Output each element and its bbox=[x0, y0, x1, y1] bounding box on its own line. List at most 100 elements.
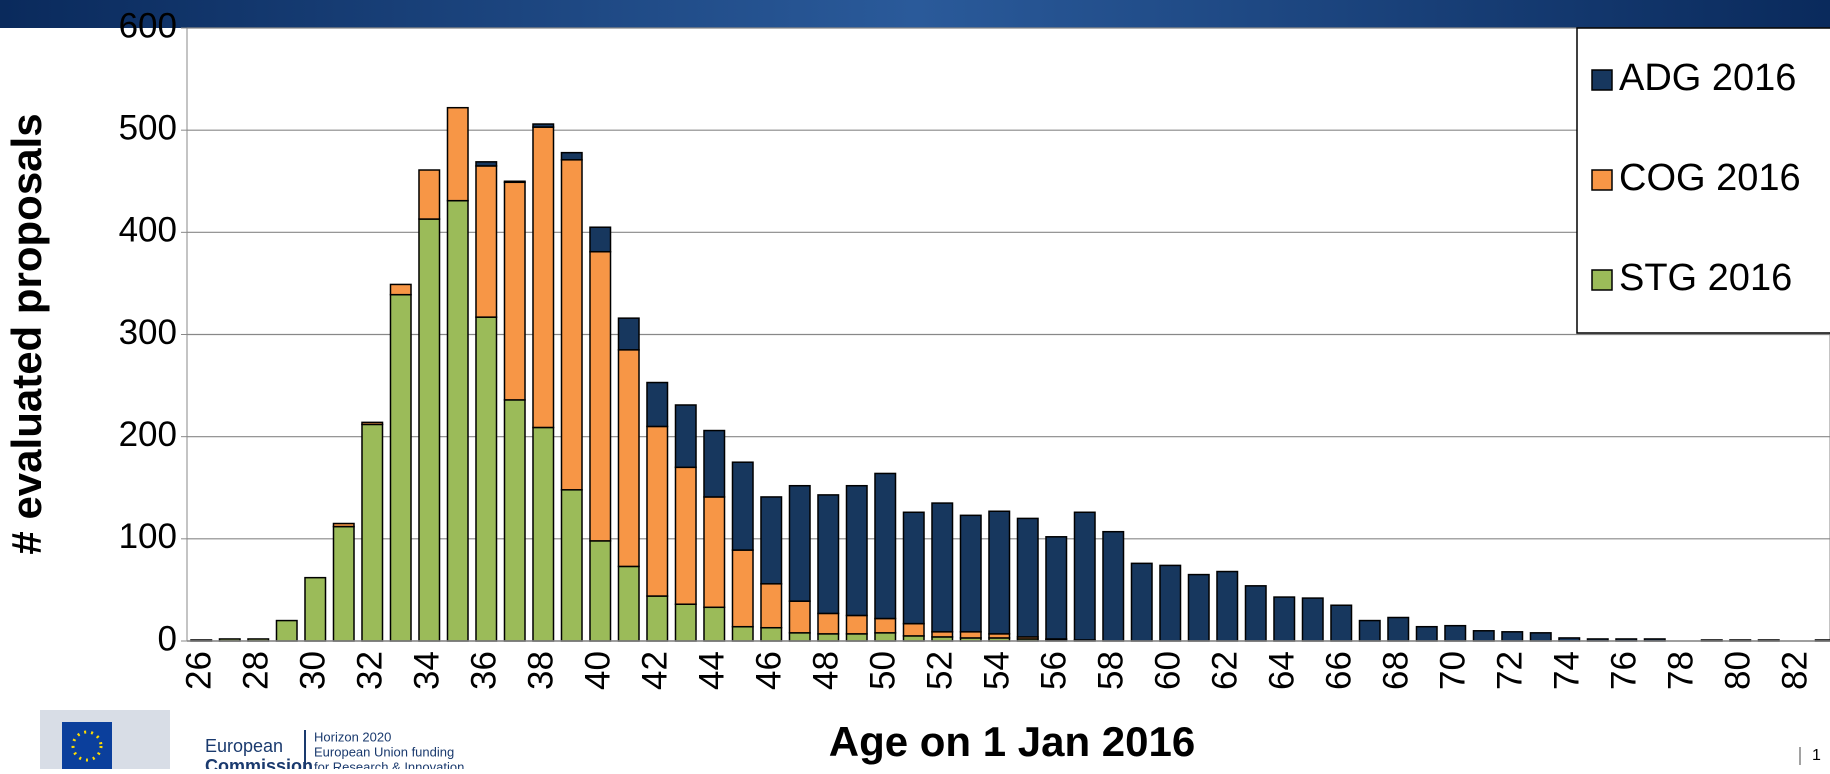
bar-segment bbox=[1302, 598, 1323, 641]
bar-segment bbox=[789, 633, 810, 641]
legend-swatch bbox=[1592, 170, 1612, 190]
bar-segment bbox=[447, 201, 468, 641]
x-tick-label: 46 bbox=[750, 651, 789, 690]
bar-segment bbox=[1017, 518, 1038, 637]
bar-segment bbox=[276, 621, 297, 641]
bar-segment bbox=[390, 284, 411, 294]
bar-segment bbox=[647, 383, 668, 427]
bar-segment bbox=[1046, 537, 1067, 639]
bar-segment bbox=[818, 613, 839, 633]
bar-segment bbox=[903, 624, 924, 636]
x-tick-label: 68 bbox=[1377, 651, 1416, 690]
x-tick-label: 26 bbox=[180, 651, 219, 690]
bar-segment bbox=[504, 182, 525, 400]
x-tick-label: 48 bbox=[807, 651, 846, 690]
bar-segment bbox=[1131, 563, 1152, 641]
x-axis-title: Age on 1 Jan 2016 bbox=[829, 718, 1196, 765]
y-tick-label: 600 bbox=[119, 6, 177, 45]
bar-segment bbox=[476, 317, 497, 641]
bar-segment bbox=[305, 578, 326, 641]
bar-segment bbox=[846, 634, 867, 641]
bar-segment bbox=[362, 424, 383, 641]
bar-segment bbox=[533, 427, 554, 641]
x-tick-label: 82 bbox=[1776, 651, 1815, 690]
bar-segment bbox=[590, 541, 611, 641]
bar-segment bbox=[476, 166, 497, 317]
x-tick-label: 76 bbox=[1605, 651, 1644, 690]
bar-segment bbox=[1188, 575, 1209, 641]
x-tick-label: 50 bbox=[864, 651, 903, 690]
program-text: European Union funding bbox=[314, 744, 454, 759]
y-tick-label: 300 bbox=[119, 313, 177, 352]
bar-segment bbox=[761, 628, 782, 641]
bar-segment bbox=[1473, 631, 1494, 641]
eu-flag bbox=[62, 722, 112, 769]
bar-segment bbox=[618, 350, 639, 567]
legend-swatch bbox=[1592, 70, 1612, 90]
bar-segment bbox=[1388, 618, 1409, 641]
bar-segment bbox=[789, 486, 810, 601]
bar-segment bbox=[647, 596, 668, 641]
bar-segment bbox=[1160, 565, 1181, 641]
logo-text: Commission bbox=[205, 756, 313, 769]
bar-segment bbox=[1331, 605, 1352, 641]
bar-segment bbox=[818, 495, 839, 614]
x-tick-label: 34 bbox=[408, 651, 447, 690]
bar-segment bbox=[732, 627, 753, 641]
bar-segment bbox=[704, 497, 725, 607]
y-tick-label: 0 bbox=[158, 619, 177, 658]
bar-segment bbox=[476, 162, 497, 166]
x-tick-label: 44 bbox=[693, 651, 732, 690]
x-tick-label: 74 bbox=[1548, 651, 1587, 690]
y-axis-title: # evaluated proposals bbox=[3, 113, 50, 554]
bar-segment bbox=[1416, 627, 1437, 641]
bar-segment bbox=[818, 634, 839, 641]
bar-segment bbox=[960, 632, 981, 638]
bar-segment bbox=[419, 219, 440, 641]
legend-label: STG 2016 bbox=[1619, 257, 1792, 299]
page: 0100200300400500600262830323436384042444… bbox=[0, 0, 1830, 769]
y-tick-label: 400 bbox=[119, 211, 177, 250]
bar-segment bbox=[1359, 621, 1380, 641]
bar-segment bbox=[732, 462, 753, 550]
x-tick-label: 64 bbox=[1263, 651, 1302, 690]
chart: 0100200300400500600262830323436384042444… bbox=[0, 0, 1830, 769]
bar-segment bbox=[875, 619, 896, 633]
bar-segment bbox=[561, 490, 582, 641]
bar-segment bbox=[561, 153, 582, 160]
bar-segment bbox=[1530, 633, 1551, 641]
bar-segment bbox=[533, 124, 554, 127]
x-tick-label: 60 bbox=[1149, 651, 1188, 690]
bar-segment bbox=[1445, 626, 1466, 641]
bar-segment bbox=[1502, 632, 1523, 641]
bar-segment bbox=[875, 633, 896, 641]
y-tick-label: 100 bbox=[119, 517, 177, 556]
bar-segment bbox=[333, 527, 354, 641]
x-tick-label: 62 bbox=[1206, 651, 1245, 690]
x-tick-label: 72 bbox=[1491, 651, 1530, 690]
bar-segment bbox=[932, 503, 953, 632]
bar-segment bbox=[1217, 572, 1238, 641]
bar-segment bbox=[704, 607, 725, 641]
x-tick-label: 80 bbox=[1719, 651, 1758, 690]
bar-segment bbox=[732, 550, 753, 627]
x-tick-label: 42 bbox=[636, 651, 675, 690]
bar-segment bbox=[390, 295, 411, 641]
bar-segment bbox=[1074, 512, 1095, 640]
bar-segment bbox=[333, 524, 354, 527]
bar-segment bbox=[675, 405, 696, 467]
bar-segment bbox=[761, 497, 782, 584]
x-tick-label: 28 bbox=[237, 651, 276, 690]
program-text: Horizon 2020 bbox=[314, 729, 391, 744]
x-tick-label: 52 bbox=[921, 651, 960, 690]
bar-segment bbox=[989, 511, 1010, 634]
x-tick-label: 30 bbox=[294, 651, 333, 690]
bar-segment bbox=[846, 486, 867, 616]
logo-text: European bbox=[205, 736, 283, 756]
bar-segment bbox=[675, 604, 696, 641]
bar-segment bbox=[932, 632, 953, 637]
bar-segment bbox=[903, 636, 924, 641]
bar-segment bbox=[675, 467, 696, 604]
x-tick-label: 32 bbox=[351, 651, 390, 690]
x-tick-label: 58 bbox=[1092, 651, 1131, 690]
